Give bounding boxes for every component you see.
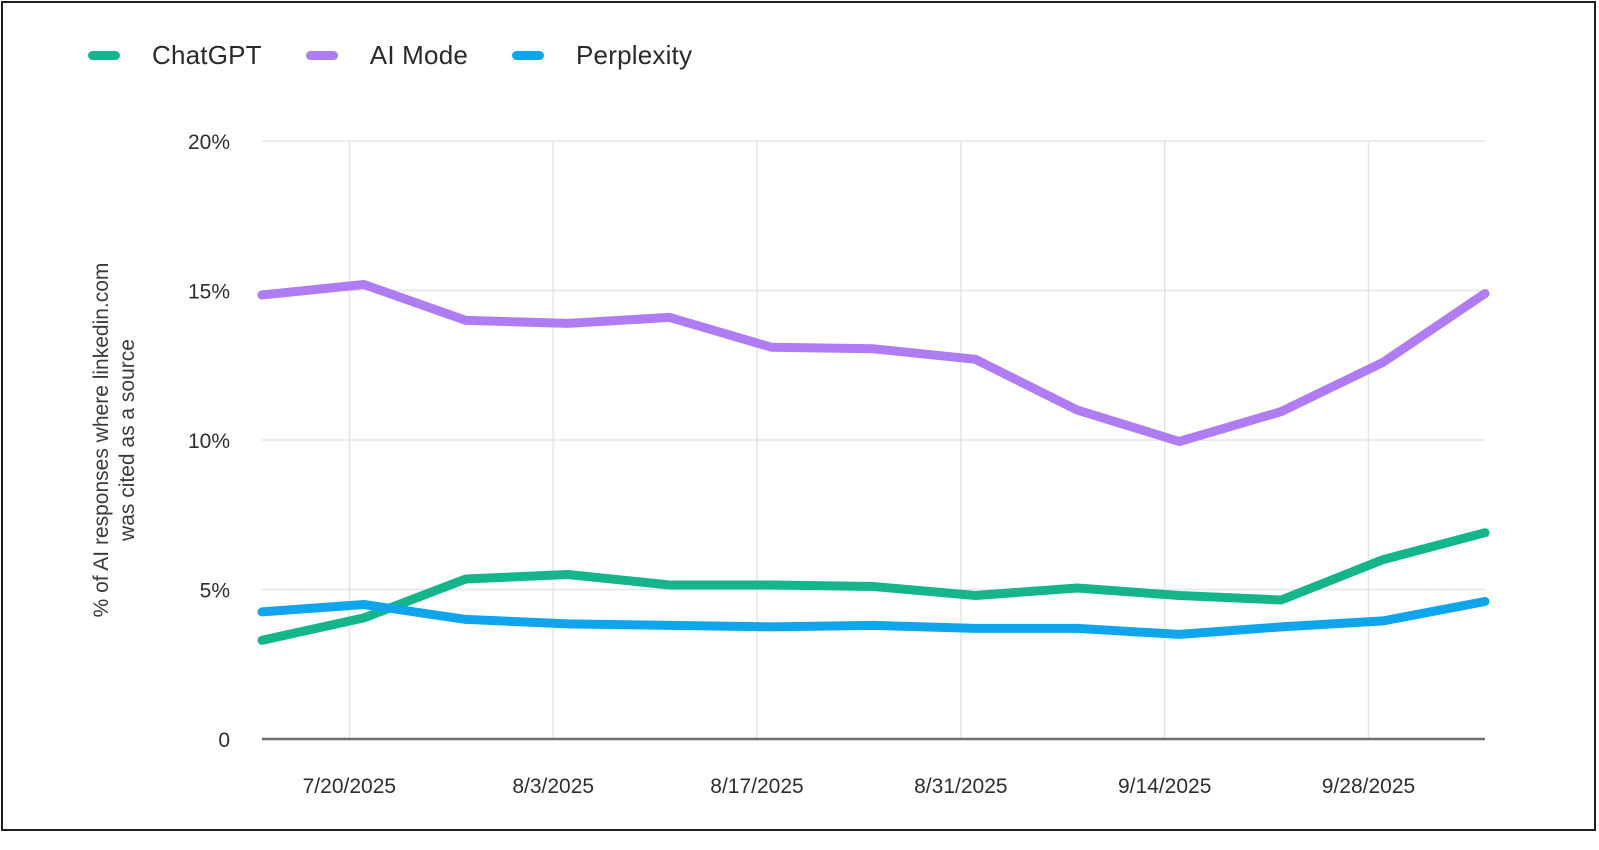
legend-item-ai-mode[interactable]: AI Mode <box>305 40 469 71</box>
y-tick-label: 10% <box>188 430 230 453</box>
legend: ChatGPT AI Mode Perplexity <box>88 40 736 71</box>
legend-item-chatgpt[interactable]: ChatGPT <box>88 40 262 71</box>
series-lines <box>257 280 1490 645</box>
legend-swatch-perplexity <box>512 51 545 60</box>
y-axis-title: % of AI responses where linkedin.com was … <box>90 263 139 618</box>
series-line-ai-mode <box>257 280 1490 446</box>
legend-label-chatgpt: ChatGPT <box>152 40 262 70</box>
legend-swatch-chatgpt <box>88 51 120 60</box>
legend-label-ai-mode: AI Mode <box>369 40 469 70</box>
x-tick-label: 9/28/2025 <box>1322 775 1415 798</box>
legend-swatch-ai-mode <box>305 51 338 60</box>
x-tick-label: 9/14/2025 <box>1118 775 1211 798</box>
series-line-perplexity <box>257 597 1490 639</box>
x-axis-ticks: 7/20/2025 8/3/2025 8/17/2025 8/31/2025 9/14/… <box>303 775 1416 798</box>
legend-item-perplexity[interactable]: Perplexity <box>512 40 692 71</box>
legend-label-perplexity: Perplexity <box>576 40 693 70</box>
x-tick-label: 8/3/2025 <box>512 775 594 798</box>
y-tick-label: 20% <box>188 131 230 154</box>
chart-frame <box>1 1 1596 831</box>
y-tick-label: 15% <box>188 281 230 304</box>
x-tick-label: 7/20/2025 <box>303 775 396 798</box>
y-axis-title-line: % of AI responses where linkedin.com <box>90 263 113 618</box>
y-axis-title-line: was cited as a source <box>116 339 139 542</box>
y-tick-label: 0 <box>218 729 230 752</box>
x-tick-label: 8/17/2025 <box>710 775 803 798</box>
y-tick-label: 5% <box>200 580 230 603</box>
gridlines <box>262 140 1485 739</box>
y-axis-ticks: 0 5% 10% 15% 20% <box>188 131 230 752</box>
x-tick-label: 8/31/2025 <box>914 775 1007 798</box>
